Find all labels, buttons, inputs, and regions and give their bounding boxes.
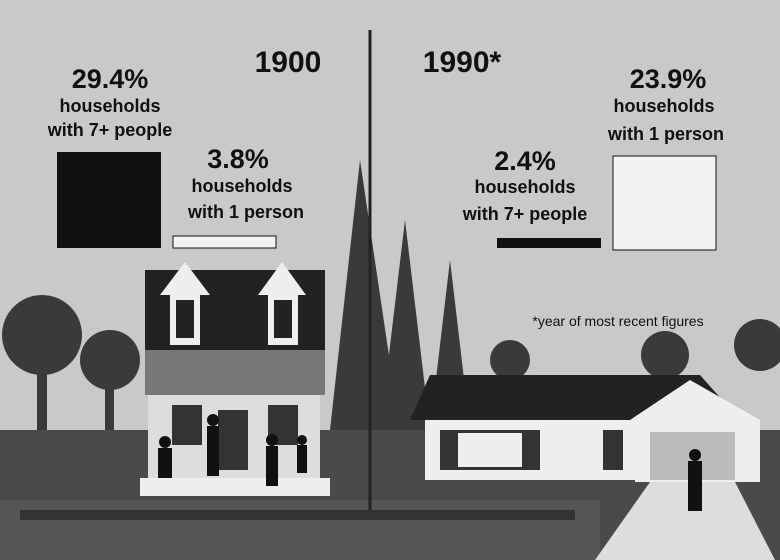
infographic: 1900 1990* 29.4% households with 7+ peop… — [0, 0, 780, 560]
stat-label: with 1 person — [607, 124, 724, 144]
page: 1900 1990* 29.4% households with 7+ peop… — [0, 0, 780, 560]
stat-value: 29.4% — [72, 64, 149, 94]
year-label: 1900 — [255, 46, 322, 79]
stat-label: with 1 person — [187, 202, 304, 222]
stat-label: with 7+ people — [47, 120, 173, 140]
stat-value: 3.8% — [207, 144, 269, 174]
ground-strip — [0, 500, 600, 560]
stat-label: households — [191, 176, 292, 196]
stat-label: households — [59, 96, 160, 116]
year-label: 1990* — [423, 46, 502, 79]
stat-value: 23.9% — [630, 64, 707, 94]
stat-label: households — [613, 96, 714, 116]
square — [613, 156, 716, 250]
square — [497, 238, 601, 248]
square — [173, 236, 276, 248]
rule — [20, 510, 575, 520]
stat-label: with 7+ people — [462, 204, 588, 224]
stat-value: 2.4% — [494, 146, 556, 176]
footnote: *year of most recent figures — [532, 313, 703, 329]
square — [57, 152, 161, 248]
old-house — [140, 262, 330, 496]
stat-label: households — [474, 177, 575, 197]
